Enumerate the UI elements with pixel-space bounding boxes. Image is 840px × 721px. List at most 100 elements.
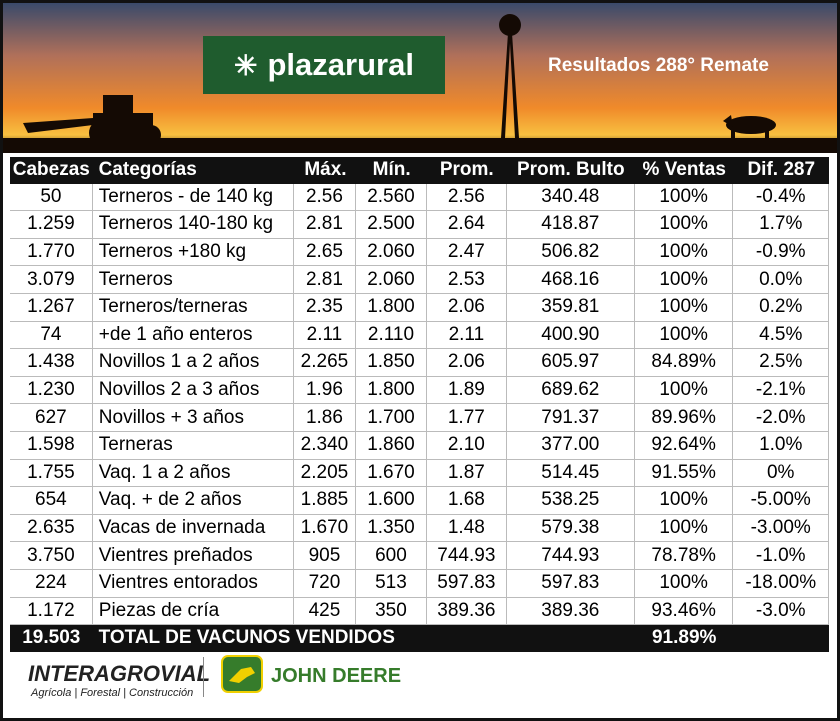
cell: Vacas de invernada xyxy=(93,514,294,542)
cell: Vaq. 1 a 2 años xyxy=(93,459,294,487)
column-header: % Ventas xyxy=(642,159,726,181)
cell: 100% xyxy=(635,238,734,266)
cell: 1.770 xyxy=(10,238,93,266)
cell: 1.267 xyxy=(10,293,93,321)
cell: 2.35 xyxy=(294,293,356,321)
table-row: 654 Vaq. + de 2 años 1.885 1.600 1.68 538.25 1… xyxy=(10,487,830,515)
cell: 654 xyxy=(10,487,93,514)
table-row: 1.259 Terneros 140-180 kg 2.81 2.500 2.64 418… xyxy=(10,211,830,239)
tagline: Agrícola | Forestal | Construcción xyxy=(31,687,194,699)
cell: 1.800 xyxy=(356,376,427,404)
cell: 425 xyxy=(294,597,356,625)
cell: -1.0% xyxy=(733,542,830,569)
table-row: 74 +de 1 año enteros 2.11 2.110 2.11 400.90 10… xyxy=(10,321,830,350)
table-row: 1.172 Piezas de cría 425 350 389.36 389.36 93.… xyxy=(10,597,830,626)
cell: -0.4% xyxy=(733,183,830,211)
cell: 100% xyxy=(635,514,734,542)
table-row: 627 Novillos + 3 años 1.86 1.700 1.77 791.37 8… xyxy=(10,404,830,432)
column-header: Mín. xyxy=(372,159,411,181)
cell: 0% xyxy=(733,459,830,487)
cell: 791.37 xyxy=(507,404,635,431)
cell: 1.755 xyxy=(10,459,93,487)
cell: Terneros 140-180 kg xyxy=(93,211,294,238)
column-header: Prom. xyxy=(439,159,494,181)
cell: 91.55% xyxy=(635,459,734,487)
cell: 0.2% xyxy=(733,293,830,321)
cell: 1.259 xyxy=(10,211,93,238)
cell: 100% xyxy=(635,183,734,211)
cell: 2.06 xyxy=(427,349,507,376)
cell: 2.060 xyxy=(356,238,427,266)
cell: 2.10 xyxy=(427,431,507,459)
cell: 2.81 xyxy=(294,266,356,293)
cell: 3.750 xyxy=(10,542,93,569)
cell: -2.1% xyxy=(733,376,830,404)
cell: 2.500 xyxy=(356,211,427,238)
deere-icon xyxy=(221,655,263,693)
cell: 2.64 xyxy=(427,211,507,238)
cell: -3.0% xyxy=(733,597,830,625)
cell: 100% xyxy=(635,293,734,321)
cell: +de 1 año enteros xyxy=(93,321,294,349)
cell: 1.96 xyxy=(294,376,356,404)
cell: 78.78% xyxy=(635,542,734,569)
cell: 224 xyxy=(10,569,93,597)
cell: -5.00% xyxy=(733,487,830,514)
column-header: Categorías xyxy=(98,159,197,181)
cell: 2.205 xyxy=(294,459,356,487)
cell: 350 xyxy=(356,597,427,625)
column-header: Máx. xyxy=(304,159,347,181)
divider xyxy=(203,657,204,697)
cell: Terneros +180 kg xyxy=(93,238,294,266)
cell: 377.00 xyxy=(507,431,635,459)
cell: 100% xyxy=(635,376,734,404)
table-row: 1.770 Terneros +180 kg 2.65 2.060 2.47 506.82… xyxy=(10,238,830,267)
cell: -18.00% xyxy=(733,569,830,597)
cell: 389.36 xyxy=(507,597,635,625)
cell: TOTAL DE VACUNOS VENDIDOS xyxy=(98,627,395,649)
cell: 2.56 xyxy=(427,183,507,211)
cell: -2.0% xyxy=(733,404,830,431)
table-row: 1.755 Vaq. 1 a 2 años 2.205 1.670 1.87 514.45… xyxy=(10,459,830,488)
cell: 1.670 xyxy=(356,459,427,487)
cell: 0.0% xyxy=(733,266,830,293)
cell: 1.885 xyxy=(294,487,356,514)
cell: 1.48 xyxy=(427,514,507,542)
table-row: 1.230 Novillos 2 a 3 años 1.96 1.800 1.89 689… xyxy=(10,376,830,405)
cell: 100% xyxy=(635,266,734,293)
cell: 1.800 xyxy=(356,293,427,321)
table-row: 224 Vientres entorados 720 513 597.83 597.83 1… xyxy=(10,569,830,598)
cell: 2.47 xyxy=(427,238,507,266)
cell: 92.64% xyxy=(635,431,734,459)
cell: Terneros/terneras xyxy=(93,293,294,321)
cell: 744.93 xyxy=(427,542,507,569)
table-row: 2.635 Vacas de invernada 1.670 1.350 1.48 579… xyxy=(10,514,830,543)
cell: 1.600 xyxy=(356,487,427,514)
cell: 513 xyxy=(356,569,427,597)
cell: Terneras xyxy=(93,431,294,459)
column-header: Dif. 287 xyxy=(747,159,816,181)
cell: 514.45 xyxy=(507,459,635,487)
cell: 1.0% xyxy=(733,431,830,459)
cell: 1.670 xyxy=(294,514,356,542)
cell: 84.89% xyxy=(635,349,734,376)
cell: Terneros - de 140 kg xyxy=(93,183,294,211)
cell: 744.93 xyxy=(507,542,635,569)
cell: 905 xyxy=(294,542,356,569)
header-row: Cabezas Categorías Máx. Mín. Prom. Prom. Bult… xyxy=(10,157,829,184)
cell: 100% xyxy=(635,569,734,597)
cell: 1.598 xyxy=(10,431,93,459)
cell: 389.36 xyxy=(427,597,507,625)
cell: 4.5% xyxy=(733,321,830,349)
cell: 1.68 xyxy=(427,487,507,514)
cell: Terneros xyxy=(93,266,294,293)
cell: 1.87 xyxy=(427,459,507,487)
cell: 2.110 xyxy=(356,321,427,349)
table-row: 1.438 Novillos 1 a 2 años 2.265 1.850 2.06 60… xyxy=(10,349,830,377)
cell: Vientres entorados xyxy=(93,569,294,597)
cell: 2.340 xyxy=(294,431,356,459)
cell: 2.11 xyxy=(294,321,356,349)
cell: 627 xyxy=(10,404,93,431)
table-row: 3.750 Vientres preñados 905 600 744.93 744.93… xyxy=(10,542,830,570)
table-row: 3.079 Terneros 2.81 2.060 2.53 468.16 100% 0.0% xyxy=(10,266,830,294)
